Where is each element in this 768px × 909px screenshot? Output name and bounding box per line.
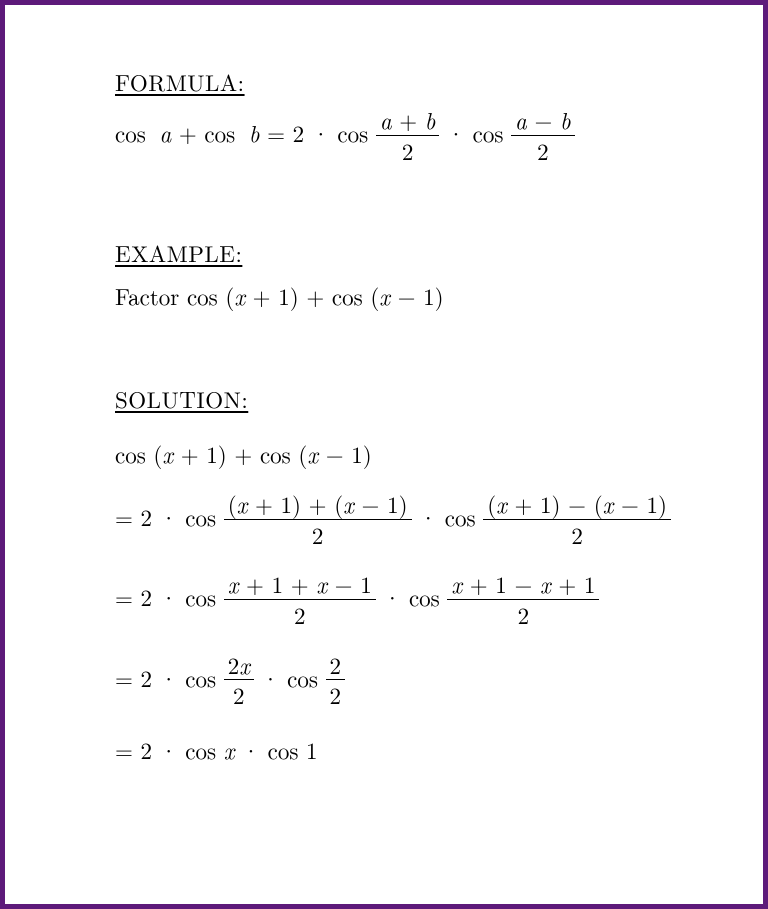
- text: · cos: [376, 580, 448, 613]
- text: cos: [115, 116, 153, 149]
- text: + 1 −: [462, 567, 540, 600]
- text: + 1) + cos (: [245, 279, 379, 312]
- document-page: FORMULA: cos a + cos b = 2 · cos a + b2 …: [0, 0, 768, 909]
- text: · cos: [412, 500, 484, 533]
- text: − 1): [318, 437, 372, 470]
- example-heading: EXAMPLE:: [115, 236, 693, 269]
- text: = 2 · cos: [115, 661, 224, 694]
- fraction: x + 1 − x + 12: [447, 570, 599, 628]
- var-x: x: [234, 279, 245, 312]
- den: 2: [483, 520, 671, 549]
- text: + 1 +: [238, 567, 316, 600]
- text: · cos 1: [234, 733, 317, 766]
- text: cos (: [115, 437, 162, 470]
- text: + 1) + cos (: [173, 437, 307, 470]
- var: x: [307, 437, 318, 470]
- solution-line-2: = 2 · cos (x + 1) + (x − 1)2 · cos (x + …: [115, 492, 693, 550]
- var: a: [380, 103, 392, 136]
- var: x: [224, 733, 235, 766]
- solution-section: SOLUTION: cos (x + 1) + cos (x − 1) = 2 …: [115, 382, 693, 766]
- den: 2: [224, 520, 412, 549]
- var: b: [425, 103, 436, 136]
- var: x: [162, 437, 173, 470]
- text: + 1: [551, 567, 596, 600]
- text: · cos: [254, 661, 326, 694]
- fraction: (x + 1) − (x − 1)2: [483, 490, 671, 548]
- example-section: EXAMPLE: Factor cos (x + 1) + cos (x − 1…: [115, 236, 693, 312]
- solution-line-3: = 2 · cos x + 1 + x − 12 · cos x + 1 − x…: [115, 572, 693, 630]
- var: x: [237, 487, 248, 520]
- solution-line-4: = 2 · cos 2x2 · cos 22: [115, 653, 693, 711]
- fraction: 2x2: [224, 651, 254, 709]
- solution-heading: SOLUTION:: [115, 382, 693, 415]
- den: 2: [224, 680, 254, 709]
- text: = 2 · cos: [115, 500, 224, 533]
- var: x: [496, 487, 507, 520]
- den: 2: [326, 680, 346, 709]
- var-b: b: [249, 116, 260, 149]
- fraction: 22: [326, 651, 346, 709]
- den: 2: [447, 600, 599, 629]
- formula-line: cos a + cos b = 2 · cos a + b2 · cos a −…: [115, 108, 693, 166]
- var: x: [603, 487, 614, 520]
- num: 2: [326, 651, 346, 681]
- den: 2: [376, 136, 440, 165]
- text: (: [228, 487, 237, 520]
- text: (: [487, 487, 496, 520]
- text: − 1): [390, 279, 444, 312]
- den: 2: [511, 136, 575, 165]
- text: = 2 · cos: [259, 116, 375, 149]
- var: x: [451, 567, 462, 600]
- fraction: x + 1 + x − 12: [224, 570, 376, 628]
- text: + cos: [171, 116, 243, 149]
- text: + 1) + (: [247, 487, 343, 520]
- solution-line-1: cos (x + 1) + cos (x − 1): [115, 437, 693, 470]
- var: x: [228, 567, 239, 600]
- var: x: [343, 487, 354, 520]
- var: x: [540, 567, 551, 600]
- text: − 1: [327, 567, 372, 600]
- text: = 2 · cos: [115, 733, 224, 766]
- fraction: a + b2: [376, 106, 440, 164]
- var-x: x: [379, 279, 390, 312]
- fraction: a − b2: [511, 106, 575, 164]
- text: Factor cos (: [115, 279, 234, 312]
- example-line: Factor cos (x + 1) + cos (x − 1): [115, 279, 693, 312]
- fraction: (x + 1) + (x − 1)2: [224, 490, 412, 548]
- text: = 2 · cos: [115, 580, 224, 613]
- text: − 1): [613, 487, 667, 520]
- formula-heading: FORMULA:: [115, 65, 693, 98]
- var: a: [515, 103, 527, 136]
- var: b: [560, 103, 571, 136]
- op: +: [392, 103, 425, 136]
- text: · cos: [439, 116, 511, 149]
- den: 2: [224, 600, 376, 629]
- solution-line-5: = 2 · cos x · cos 1: [115, 733, 693, 766]
- var: x: [316, 567, 327, 600]
- formula-section: FORMULA: cos a + cos b = 2 · cos a + b2 …: [115, 65, 693, 166]
- text: − 1): [354, 487, 408, 520]
- text: 2: [228, 648, 240, 681]
- var: x: [239, 648, 250, 681]
- op: −: [527, 103, 560, 136]
- var-a: a: [159, 116, 171, 149]
- text: + 1) − (: [507, 487, 603, 520]
